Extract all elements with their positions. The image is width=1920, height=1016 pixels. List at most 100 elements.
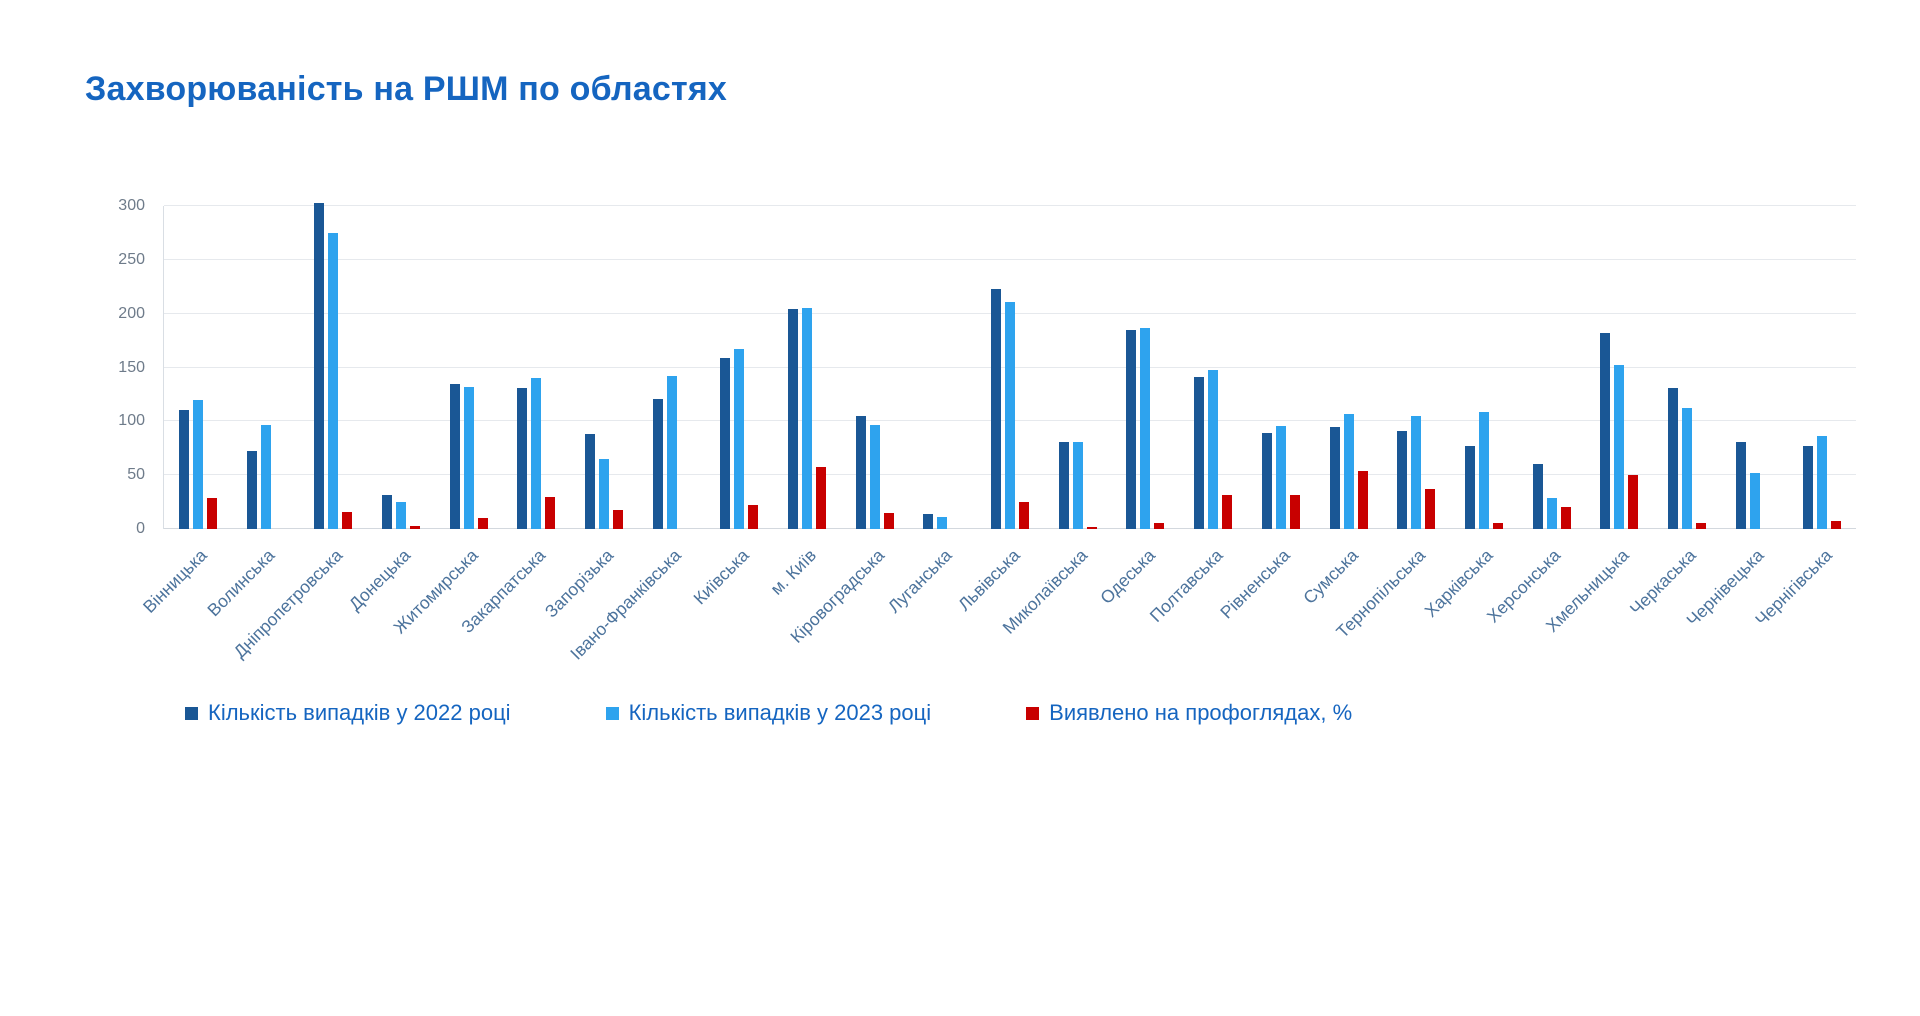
bar-groups (164, 202, 1857, 529)
bar-cases-2023 (1478, 411, 1489, 529)
bar-cases-2023 (598, 459, 609, 529)
bar-screening-pct (1086, 526, 1097, 529)
bar-cases-2022 (584, 434, 595, 529)
bar-screening-pct (816, 466, 827, 529)
bar-group (1789, 206, 1857, 529)
legend-label: Кількість випадків у 2022 році (208, 700, 511, 725)
bar-group (841, 206, 909, 529)
x-axis-label-cell: Тернопільська (1333, 537, 1449, 737)
bar-screening-pct (883, 512, 894, 529)
bar-group (367, 206, 435, 529)
bar-screening-pct (1222, 494, 1233, 529)
bar-screening-pct (748, 505, 759, 529)
bar-cases-2022 (788, 309, 799, 529)
y-axis-tick-label: 0 (136, 520, 145, 537)
y-axis-tick-label: 50 (127, 466, 145, 484)
bar-cases-2023 (1140, 327, 1151, 529)
y-axis-tick-label: 200 (118, 304, 145, 322)
y-axis-tick-label: 150 (118, 358, 145, 376)
bar-group (909, 206, 977, 529)
bar-cases-2022 (381, 494, 392, 529)
legend-item-screening-pct: Виявлено на профоглядах, % (1026, 700, 1352, 726)
bar-screening-pct (1695, 522, 1706, 529)
bar-screening-pct (1019, 502, 1030, 529)
bar-group (435, 206, 503, 529)
bar-group (1044, 206, 1112, 529)
bar-cases-2023 (1411, 415, 1422, 529)
bar-cases-2022 (1397, 431, 1408, 529)
bar-cases-2022 (1261, 433, 1272, 529)
bar-cases-2022 (314, 202, 325, 529)
bar-cases-2023 (1614, 365, 1625, 529)
bar-screening-pct (1289, 494, 1300, 529)
bar-group (1518, 206, 1586, 529)
bar-cases-2022 (923, 513, 934, 529)
bar-group (1112, 206, 1180, 529)
bar-cases-2023 (531, 378, 542, 529)
bar-cases-2022 (720, 357, 731, 529)
legend-marker (185, 706, 198, 720)
bar-group (976, 206, 1044, 529)
bar-screening-pct (545, 496, 556, 529)
bar-group (164, 206, 232, 529)
y-axis-tick-label: 100 (118, 412, 145, 430)
bar-cases-2022 (1803, 446, 1814, 529)
bar-cases-2023 (1546, 497, 1557, 529)
plot-area (163, 202, 1857, 529)
bar-cases-2023 (666, 376, 677, 529)
y-axis: 0 50 100 150 200 250 300 (100, 197, 155, 537)
bar-group (1315, 206, 1383, 529)
bar-group (1247, 206, 1315, 529)
bar-cases-2023 (1817, 436, 1828, 529)
bar-screening-pct (612, 509, 623, 529)
bar-cases-2022 (449, 383, 460, 529)
bar-cases-2023 (1749, 473, 1760, 529)
bar-screening-pct (409, 525, 420, 529)
x-axis-label-cell: Хмельницька (1542, 537, 1652, 737)
y-axis-tick-label: 300 (118, 197, 145, 214)
bar-cases-2022 (1667, 387, 1678, 529)
bar-cases-2023 (1275, 425, 1286, 529)
bar-cases-2022 (652, 398, 663, 529)
bar-cases-2023 (937, 517, 948, 529)
bar-screening-pct (1492, 522, 1503, 529)
bar-screening-pct (342, 511, 353, 529)
legend-marker (605, 706, 619, 720)
bar-group (502, 206, 570, 529)
bar-screening-pct (1357, 470, 1368, 529)
bar-cases-2022 (1329, 426, 1340, 529)
x-axis-label-cell: Чернівецька (1683, 537, 1788, 737)
bar-cases-2023 (802, 308, 813, 529)
bar-cases-2022 (246, 451, 257, 529)
bar-screening-pct (1154, 522, 1165, 529)
x-axis-label: м. Київ (766, 545, 821, 599)
bar-cases-2022 (1126, 329, 1137, 529)
bar-cases-2023 (1072, 441, 1083, 529)
gridline (164, 205, 1856, 206)
bar-cases-2023 (1343, 413, 1354, 529)
bar-cases-2023 (395, 502, 406, 529)
x-axis-label-cell: Харківська (1421, 537, 1517, 737)
chart-title: Захворюваність на РШМ по областях (85, 70, 727, 108)
bar-cases-2022 (991, 288, 1002, 529)
bar-group (773, 206, 841, 529)
bar-cases-2023 (1681, 408, 1692, 529)
legend-label: Виявлено на профоглядах, % (1049, 700, 1353, 725)
bar-screening-pct (1425, 489, 1436, 529)
legend-item-cases-2023: Кількість випадків у 2023 році (605, 700, 932, 726)
bar-cases-2023 (1005, 301, 1016, 529)
bar-cases-2023 (463, 386, 474, 529)
bar-cases-2023 (192, 399, 203, 529)
bar-cases-2023 (260, 424, 271, 529)
bar-group (570, 206, 638, 529)
bar-group (1382, 206, 1450, 529)
x-axis-label-cell: Чернігівська (1751, 537, 1856, 737)
bar-cases-2022 (855, 415, 866, 529)
x-axis-label: Вінницька (139, 545, 211, 617)
legend-label: Кількість випадків у 2023 році (628, 700, 932, 725)
bar-chart: 0 50 100 150 200 250 300 Вінницька Волинська Дні… (100, 196, 1860, 756)
bar-screening-pct (1560, 507, 1571, 529)
bar-cases-2022 (1735, 441, 1746, 529)
bar-cases-2023 (734, 349, 745, 529)
